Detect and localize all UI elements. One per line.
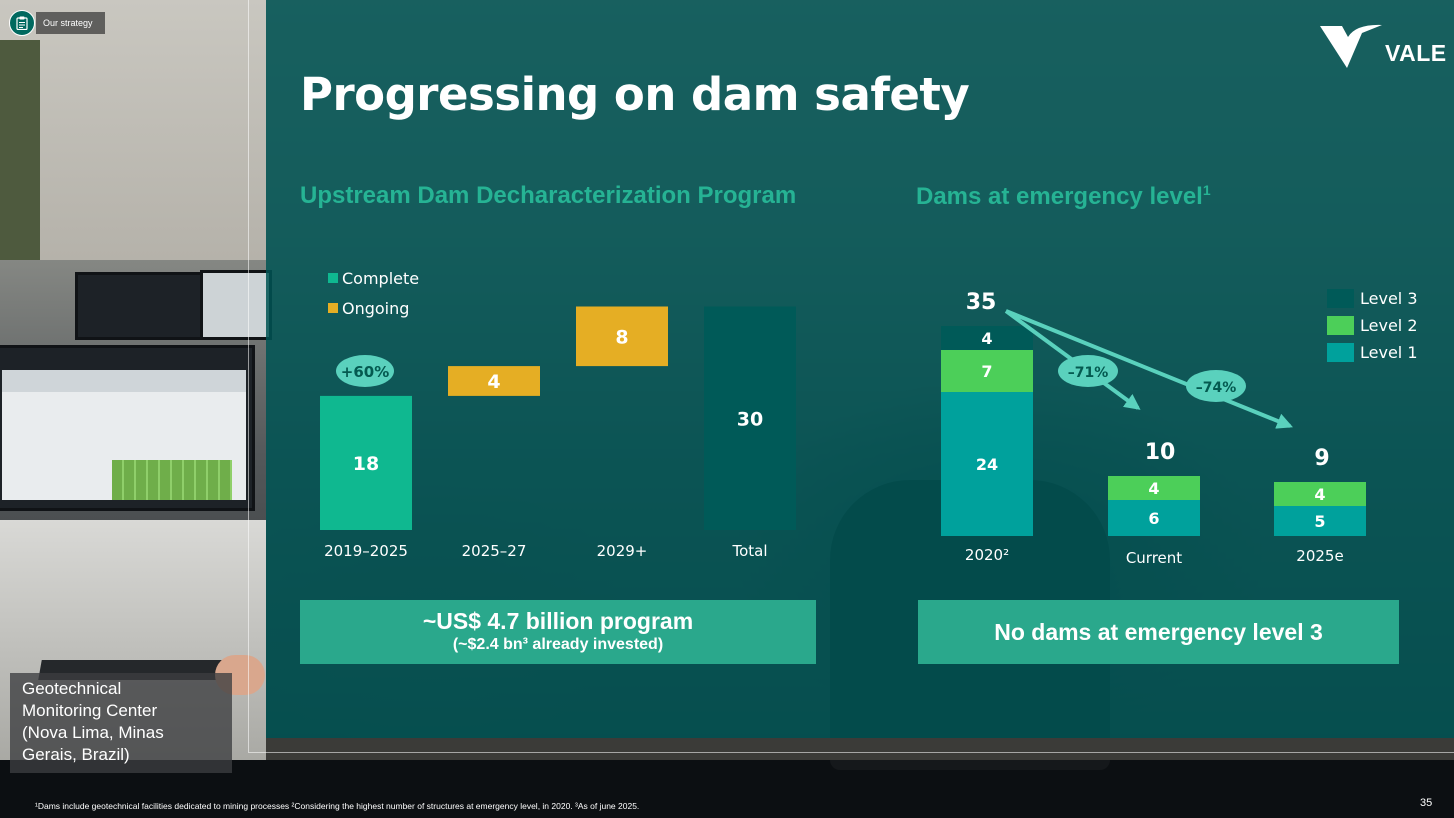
vale-logo-icon bbox=[1320, 24, 1382, 68]
x-tick-label: 2019–2025 bbox=[324, 542, 408, 560]
legend-label: Level 3 bbox=[1360, 289, 1418, 308]
legend-label: Complete bbox=[342, 269, 419, 288]
bar-value-label: 18 bbox=[353, 453, 379, 475]
x-tick-label: Current bbox=[1126, 549, 1182, 567]
bar-1 bbox=[320, 395, 412, 530]
legend-swatch bbox=[1327, 316, 1354, 335]
monitor-front bbox=[0, 345, 255, 511]
growth-pill bbox=[336, 355, 394, 387]
caption-line-1: Geotechnical bbox=[22, 679, 122, 698]
arrow-to-2025e bbox=[1005, 309, 1293, 429]
x-tick-label: 2025–27 bbox=[462, 542, 527, 560]
frame-line-vertical bbox=[248, 0, 249, 752]
reduction-pill-1 bbox=[1058, 355, 1118, 387]
subtitle-left: Upstream Dam Decharacterization Program bbox=[300, 182, 797, 209]
door bbox=[0, 40, 40, 260]
stack-total-label: 9 bbox=[1314, 446, 1329, 471]
frame-line-horizontal bbox=[248, 752, 1454, 753]
caption-line-3: (Nova Lima, Minas bbox=[22, 723, 164, 742]
segment-value-label: 6 bbox=[1148, 509, 1159, 528]
subtitle-right: Dams at emergency level1 bbox=[916, 182, 1211, 211]
segment-value-label: 4 bbox=[981, 329, 992, 348]
legend-label: Level 2 bbox=[1360, 316, 1418, 335]
program-banner: ~US$ 4.7 billion program (~$2.4 bn³ alre… bbox=[300, 600, 816, 664]
legend-swatch bbox=[328, 303, 338, 313]
segment-value-label: 7 bbox=[981, 362, 992, 381]
footnote: ¹Dams include geotechnical facilities de… bbox=[35, 801, 640, 811]
bar-value-label: 30 bbox=[737, 408, 763, 430]
x-tick-label: 2020² bbox=[965, 546, 1009, 564]
stack-total-label: 10 bbox=[1145, 440, 1176, 465]
stack-segment-level1 bbox=[941, 392, 1033, 536]
segment-value-label: 24 bbox=[976, 455, 998, 474]
screen-grid bbox=[112, 460, 232, 500]
floor bbox=[266, 738, 1454, 760]
reduction-pill-1-label: –71% bbox=[1068, 365, 1109, 381]
stack-segment-level2 bbox=[941, 350, 1033, 392]
stack-total-label: 35 bbox=[966, 290, 997, 315]
program-banner-note: (~$2.4 bn³ already invested) bbox=[452, 636, 664, 653]
program-banner-title: ~US$ 4.7 billion program bbox=[422, 608, 694, 634]
monitor-screen bbox=[2, 370, 246, 500]
segment-value-label: 4 bbox=[1148, 479, 1159, 498]
page-number: 35 bbox=[1420, 797, 1433, 809]
bar-value-label: 4 bbox=[487, 371, 500, 393]
x-tick-label: 2025e bbox=[1296, 547, 1343, 565]
reduction-pill-2-label: –74% bbox=[1196, 380, 1237, 396]
legend-swatch bbox=[1327, 289, 1354, 308]
monitor-back-right bbox=[200, 270, 272, 340]
subtitle-right-sup: 1 bbox=[1202, 182, 1211, 198]
subtitle-right-text: Dams at emergency level bbox=[916, 183, 1203, 210]
office-wall bbox=[0, 0, 266, 260]
stack-segment-level2 bbox=[1274, 482, 1366, 506]
caption-line-2: Monitoring Center bbox=[22, 701, 158, 720]
page-title: Progressing on dam safety bbox=[300, 68, 970, 121]
section-label: Our strategy bbox=[36, 12, 105, 34]
legend-label: Level 1 bbox=[1360, 343, 1418, 362]
logo-text: VALE bbox=[1385, 40, 1447, 66]
legend-swatch bbox=[328, 273, 338, 283]
bar-value-label: 8 bbox=[615, 326, 628, 348]
legend-label: Ongoing bbox=[342, 299, 409, 318]
screen-toolbar bbox=[2, 370, 246, 392]
stack-segment-level3 bbox=[941, 326, 1033, 350]
bar-2 bbox=[448, 366, 540, 396]
stack-segment-level2 bbox=[1108, 476, 1200, 500]
clipboard-icon bbox=[9, 10, 35, 36]
legend-swatch bbox=[1327, 343, 1354, 362]
stack-segment-level1 bbox=[1108, 500, 1200, 536]
x-tick-label: 2029+ bbox=[597, 542, 648, 560]
stack-segment-level1 bbox=[1274, 506, 1366, 536]
x-tick-label: Total bbox=[731, 542, 767, 560]
caption-line-4: Gerais, Brazil) bbox=[22, 745, 130, 764]
photo-caption: Geotechnical Monitoring Center (Nova Lim… bbox=[10, 673, 232, 773]
growth-pill-label: +60% bbox=[341, 363, 389, 381]
segment-value-label: 5 bbox=[1314, 512, 1325, 531]
reduction-pill-2 bbox=[1186, 370, 1246, 402]
segment-value-label: 4 bbox=[1314, 485, 1325, 504]
emergency-banner: No dams at emergency level 3 bbox=[918, 600, 1399, 664]
bar-3 bbox=[576, 306, 668, 367]
bar-4 bbox=[704, 306, 796, 530]
